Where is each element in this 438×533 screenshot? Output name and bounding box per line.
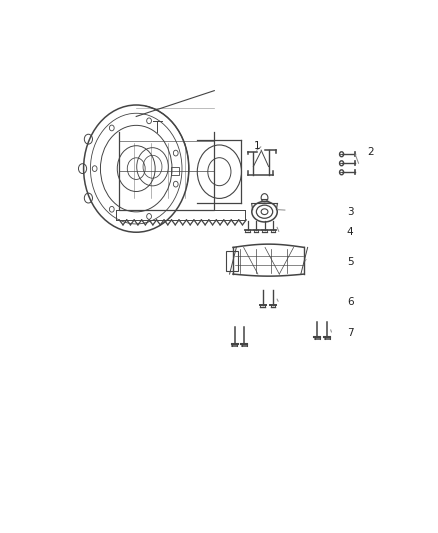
Text: 1: 1 [254,141,260,151]
Text: 3: 3 [347,207,353,217]
Text: 4: 4 [347,227,353,237]
Text: 7: 7 [347,328,353,338]
Text: 6: 6 [347,297,353,307]
Text: 5: 5 [347,257,353,267]
Text: 2: 2 [367,147,374,157]
